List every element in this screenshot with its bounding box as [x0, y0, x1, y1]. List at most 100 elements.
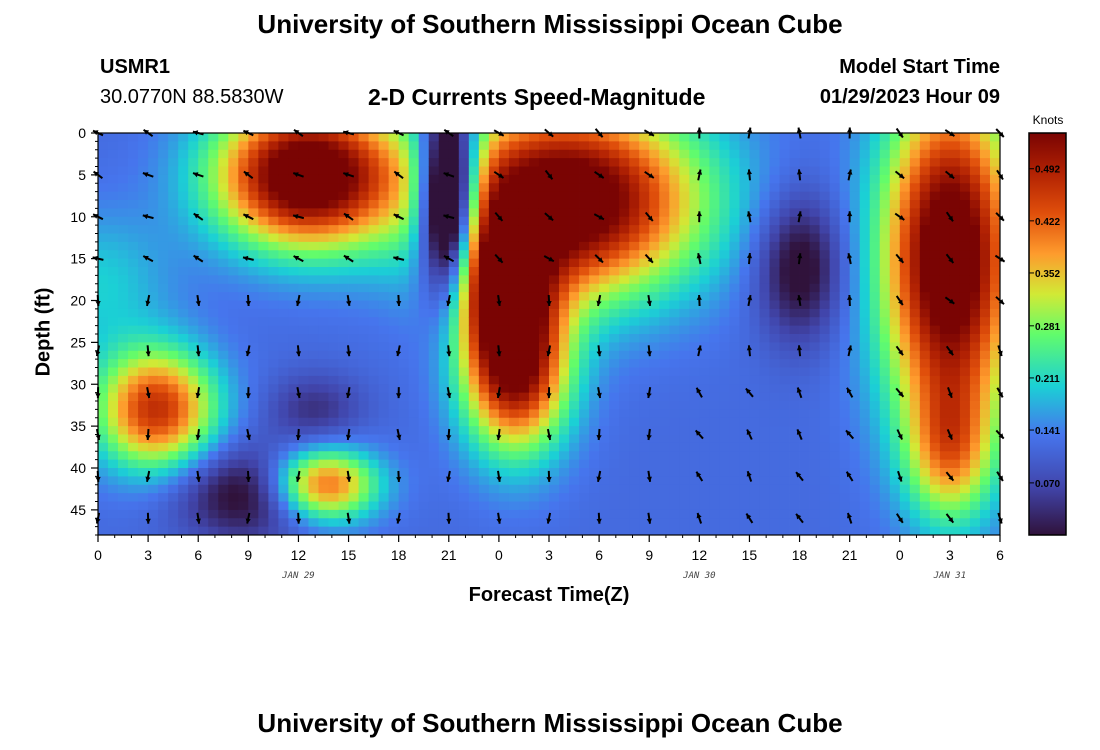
- heat-cell: [829, 275, 841, 285]
- heat-cell: [518, 283, 530, 293]
- heat-cell: [218, 191, 229, 201]
- heat-cell: [739, 342, 750, 352]
- heat-cell: [549, 149, 560, 159]
- heat-cell: [989, 417, 1000, 427]
- heat-cell: [428, 409, 440, 419]
- heat-cell: [278, 183, 289, 193]
- heat-cell: [98, 292, 109, 301]
- heat-cell: [849, 258, 861, 268]
- heat-cell: [799, 141, 810, 151]
- heat-cell: [228, 191, 239, 201]
- heat-cell: [498, 442, 510, 452]
- heat-cell: [609, 526, 620, 535]
- heat-cell: [378, 141, 390, 151]
- heat-cell: [138, 325, 149, 335]
- heat-cell: [168, 325, 179, 335]
- heat-cell: [468, 325, 480, 335]
- heat-cell: [699, 459, 710, 469]
- heat-cell: [518, 158, 530, 167]
- heat-cell: [258, 300, 269, 310]
- heat-cell: [458, 250, 470, 260]
- heat-cell: [689, 434, 700, 444]
- heat-cell: [749, 518, 760, 528]
- heat-cell: [969, 308, 981, 318]
- heat-cell: [879, 501, 891, 511]
- heat-cell: [208, 401, 219, 410]
- heat-cell: [969, 275, 981, 285]
- heat-cell: [148, 225, 159, 234]
- heat-cell: [318, 258, 329, 268]
- heat-cell: [969, 518, 981, 528]
- y-tick-label: 40: [70, 460, 86, 476]
- heat-cell: [508, 334, 520, 343]
- heat-cell: [809, 484, 820, 494]
- heat-cell: [989, 191, 1000, 201]
- heat-cell: [819, 174, 831, 184]
- heat-cell: [659, 250, 670, 260]
- heat-cell: [188, 166, 199, 176]
- heat-cell: [849, 476, 861, 486]
- heat-cell: [258, 275, 269, 285]
- heat-cell: [248, 258, 259, 268]
- heat-cell: [188, 518, 199, 528]
- heat-cell: [468, 283, 480, 293]
- heat-cell: [709, 509, 720, 519]
- heat-cell: [98, 141, 109, 151]
- heat-cell: [619, 166, 630, 176]
- heat-cell: [729, 334, 740, 343]
- heat-cell: [428, 350, 440, 360]
- heat-cell: [358, 334, 369, 343]
- heat-cell: [929, 451, 941, 461]
- heat-cell: [348, 216, 359, 226]
- heat-cell: [719, 484, 730, 494]
- heat-cell: [248, 267, 259, 276]
- heat-cell: [378, 300, 390, 310]
- heat-cell: [348, 149, 359, 159]
- heat-cell: [228, 325, 239, 335]
- heat-cell: [649, 350, 660, 360]
- heat-cell: [488, 267, 500, 276]
- heat-cell: [699, 518, 710, 528]
- heat-cell: [538, 275, 550, 285]
- heat-cell: [579, 334, 590, 343]
- heat-cell: [208, 459, 219, 469]
- heat-cell: [959, 426, 971, 435]
- heat-cell: [378, 342, 390, 352]
- station-coordinates: 30.0770N 88.5830W: [100, 86, 284, 108]
- heat-cell: [248, 468, 259, 477]
- heat-cell: [879, 225, 891, 234]
- heat-cell: [348, 401, 359, 410]
- heat-cell: [849, 350, 861, 360]
- heat-cell: [919, 451, 931, 461]
- heat-cell: [979, 325, 991, 335]
- heat-cell: [719, 476, 730, 486]
- heat-cell: [919, 401, 931, 410]
- heat-cell: [989, 200, 1000, 209]
- heat-cell: [428, 317, 440, 327]
- heat-cell: [388, 225, 400, 234]
- heat-cell: [829, 342, 841, 352]
- heat-cell: [749, 384, 760, 394]
- heat-cell: [589, 384, 600, 394]
- heat-cell: [709, 174, 720, 184]
- heat-cell: [589, 183, 600, 193]
- heat-cell: [859, 308, 871, 318]
- heat-cell: [258, 359, 269, 368]
- heat-cell: [198, 174, 209, 184]
- heat-cell: [168, 375, 179, 385]
- heat-cell: [338, 493, 349, 502]
- x-tick-label: 6: [194, 547, 202, 563]
- heat-cell: [679, 158, 690, 167]
- heat-cell: [579, 501, 590, 511]
- heat-cell: [298, 233, 309, 243]
- heat-cell: [569, 409, 580, 419]
- heat-cell: [949, 191, 961, 201]
- heat-cell: [949, 258, 961, 268]
- heat-cell: [929, 493, 941, 502]
- heat-cell: [979, 434, 991, 444]
- heat-cell: [458, 401, 470, 410]
- heat-cell: [438, 317, 450, 327]
- heat-cell: [538, 426, 550, 435]
- heat-cell: [709, 375, 720, 385]
- heat-cell: [639, 359, 650, 368]
